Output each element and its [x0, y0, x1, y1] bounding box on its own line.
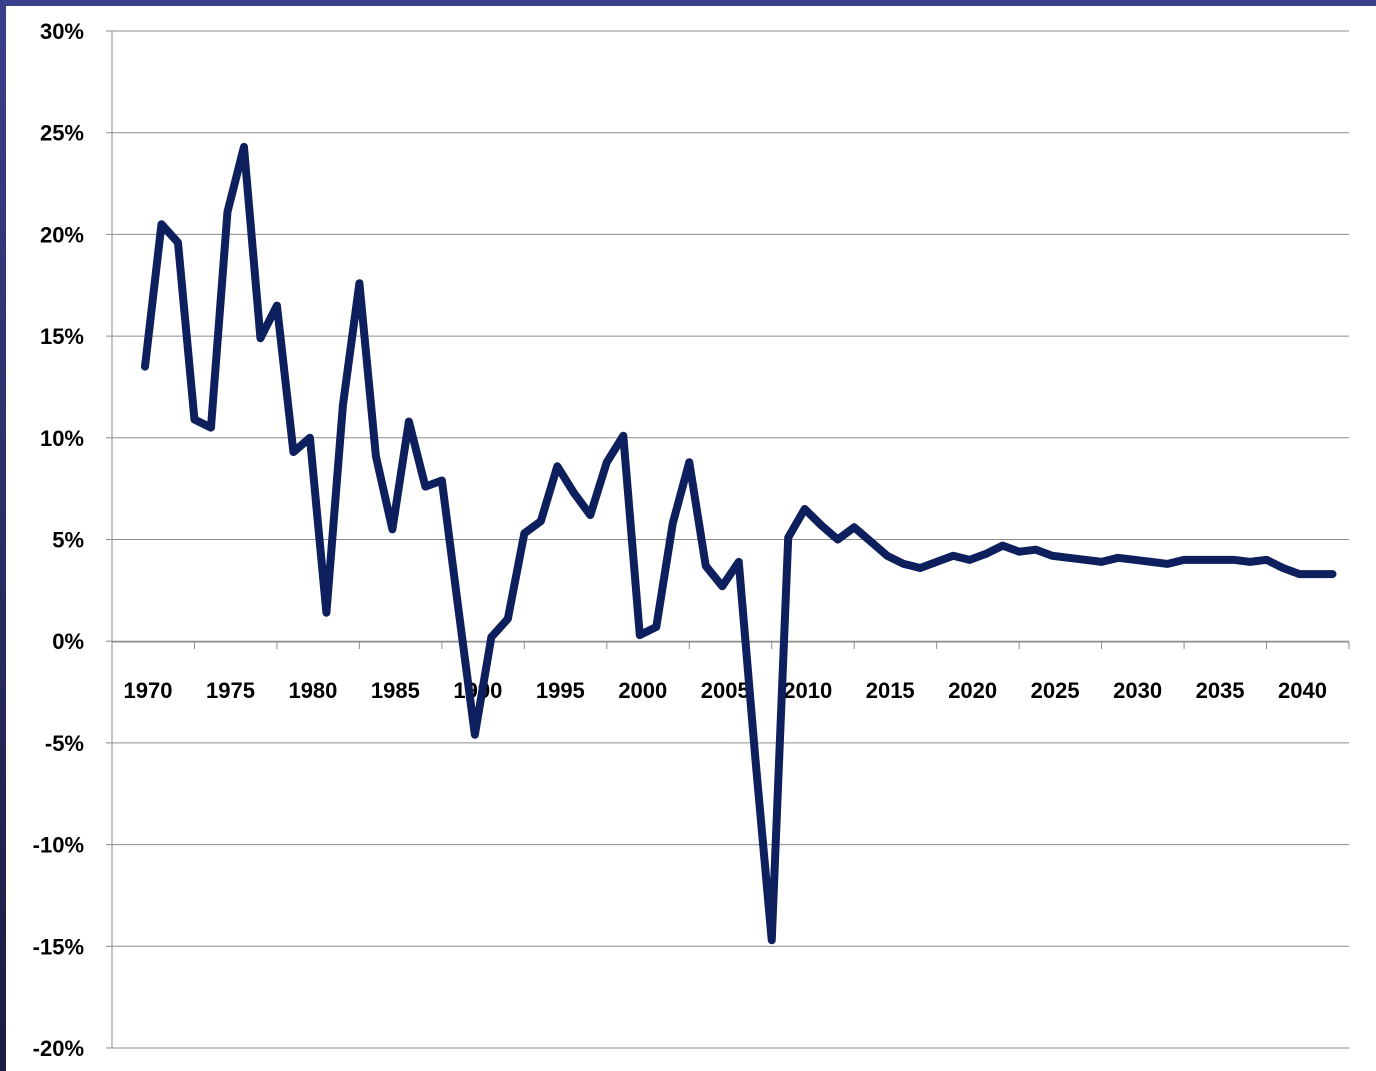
x-tick-label: 2010: [783, 678, 832, 703]
y-tick-label: -10%: [33, 833, 84, 858]
y-tick-label: -20%: [33, 1036, 84, 1061]
x-tick-label: 2020: [948, 678, 997, 703]
y-tick-label: 25%: [40, 121, 84, 146]
x-tick-label: 2005: [701, 678, 750, 703]
x-tick-label: 2000: [618, 678, 667, 703]
x-tick-label: 2025: [1031, 678, 1080, 703]
x-tick-label: 2040: [1278, 678, 1327, 703]
y-tick-labels: 30% 25% 20% 15% 10% 5% 0% -5% -10% -15% -20%: [33, 19, 84, 1061]
series-layer: [140, 142, 1337, 945]
x-tick-label: 1975: [206, 678, 255, 703]
y-tick-label: -5%: [45, 731, 84, 756]
axes: [106, 30, 1350, 1049]
gridlines: [112, 30, 1349, 1049]
series-line: [140, 142, 1337, 945]
y-tick-label: 20%: [40, 222, 84, 247]
x-tick-label: 2030: [1113, 678, 1162, 703]
y-tick-label: 0%: [52, 629, 84, 654]
y-tick-label: 30%: [40, 19, 84, 44]
x-tick-label: 1985: [371, 678, 420, 703]
x-tick-label: 1980: [288, 678, 337, 703]
y-tick-label: 10%: [40, 426, 84, 451]
x-tick-label: 2015: [866, 678, 915, 703]
y-tick-label: 15%: [40, 324, 84, 349]
x-tick-label: 1995: [536, 678, 585, 703]
x-tick-label: 1970: [124, 678, 173, 703]
y-tick-label: 5%: [52, 528, 84, 553]
x-tick-label: 2035: [1196, 678, 1245, 703]
x-tick-labels: 1970 1975 1980 1985 1990 1995 2000 2005 2010 2015…: [124, 678, 1327, 703]
y-tick-label: -15%: [33, 934, 84, 959]
